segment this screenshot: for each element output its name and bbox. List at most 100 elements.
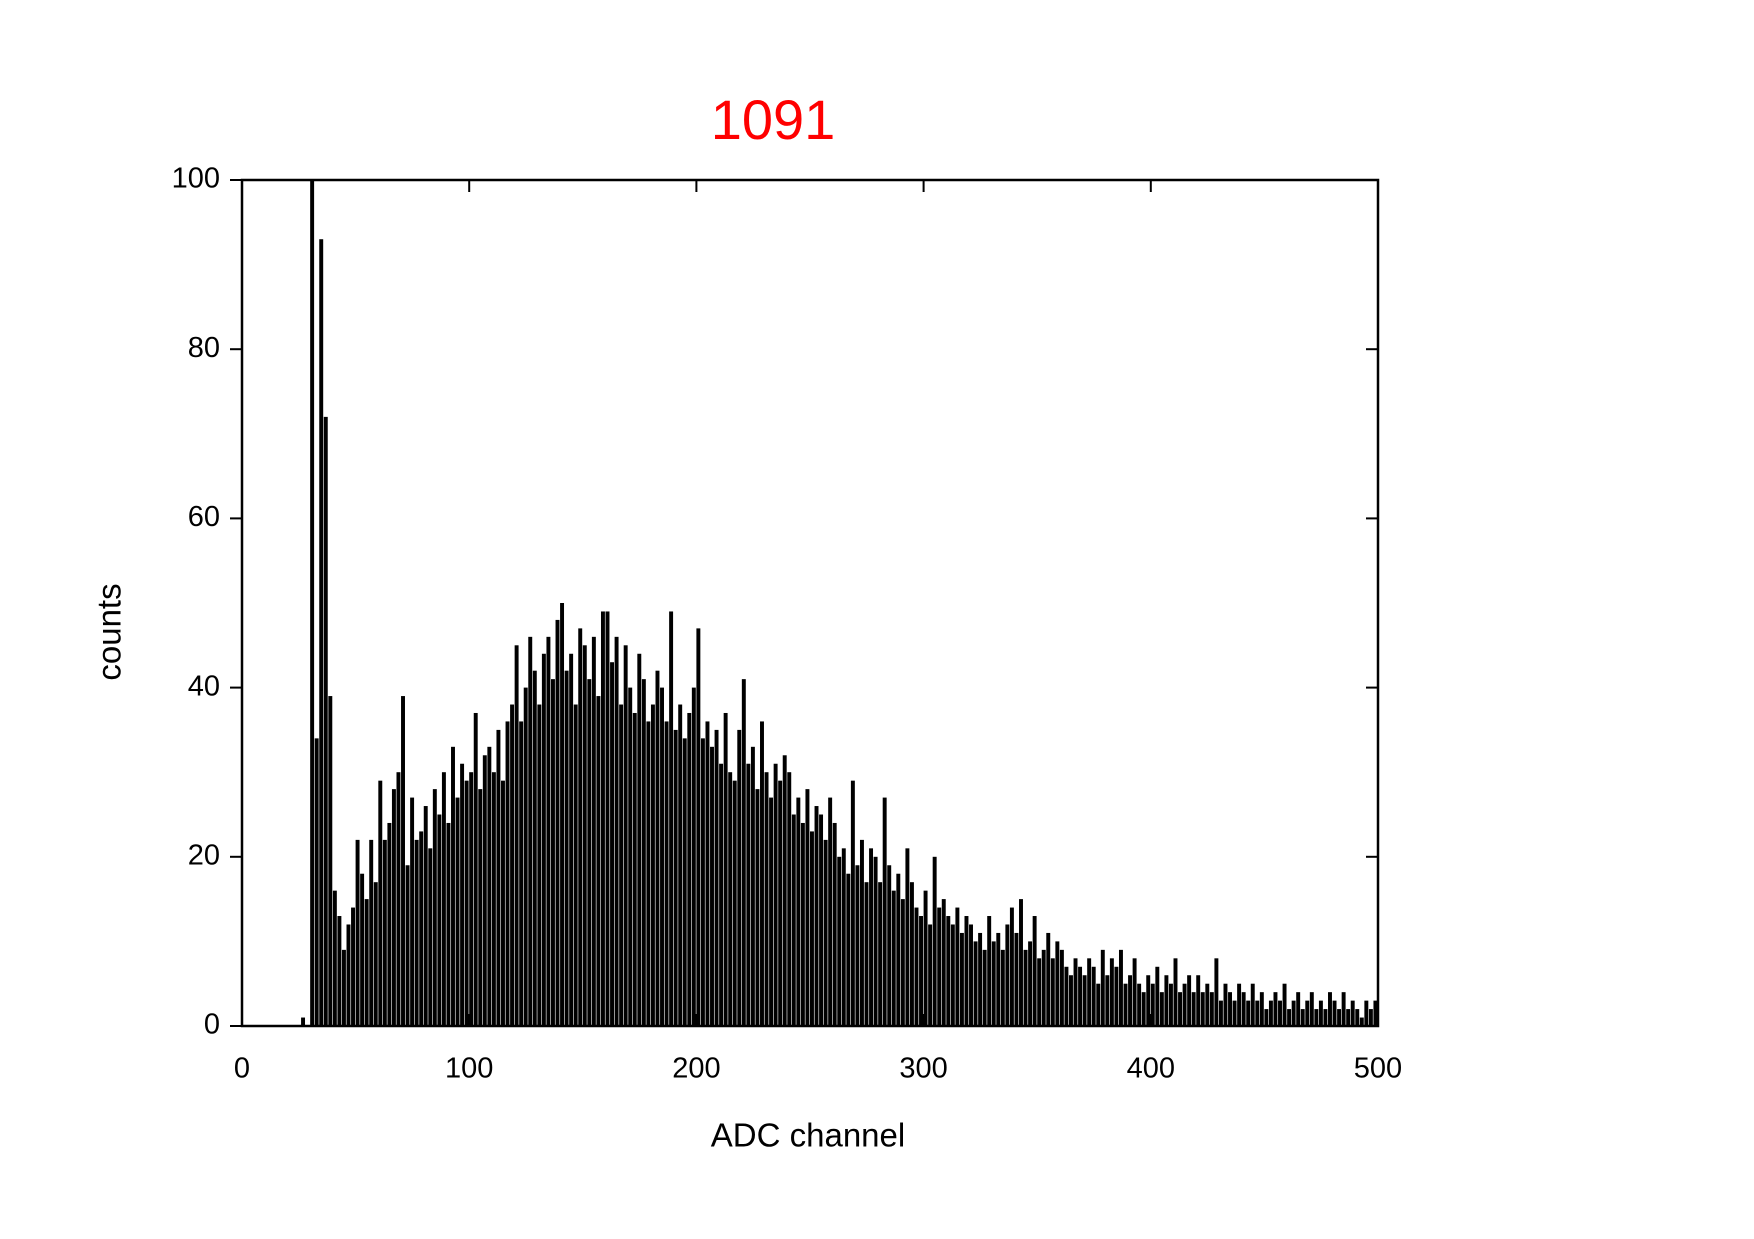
bar [941, 899, 946, 1026]
bar [1118, 949, 1123, 1026]
bar [1332, 1000, 1337, 1026]
bar [937, 907, 942, 1026]
bar [428, 848, 433, 1026]
bar [800, 822, 805, 1026]
bar [973, 941, 978, 1026]
bar [387, 822, 392, 1026]
bar [1268, 1000, 1273, 1026]
bar [810, 831, 814, 1026]
bar [778, 780, 783, 1026]
bar [496, 729, 501, 1026]
bar [591, 636, 596, 1026]
bar [764, 772, 769, 1026]
bar [887, 865, 892, 1026]
bar [351, 907, 355, 1026]
ticks: 0 100 200 300 400 500 0 20 40 60 80 100 [172, 163, 1403, 1085]
bar [678, 704, 683, 1026]
bar [328, 696, 333, 1026]
bar [823, 839, 828, 1026]
bar [719, 763, 724, 1026]
bar [532, 670, 537, 1026]
bar [1078, 966, 1083, 1026]
x-tick-label: 300 [899, 1053, 947, 1085]
bar [691, 687, 696, 1026]
bar [909, 882, 914, 1026]
bar [700, 738, 705, 1026]
bar [1318, 1000, 1323, 1026]
bar [519, 721, 524, 1026]
bar [646, 721, 651, 1026]
bar [460, 763, 465, 1026]
bar [396, 772, 401, 1026]
bar [1114, 966, 1119, 1026]
bar [946, 916, 951, 1026]
bar [1250, 983, 1255, 1026]
bar [1259, 992, 1264, 1026]
bar [360, 873, 365, 1026]
bar [773, 763, 778, 1026]
y-tick-label: 40 [188, 670, 220, 702]
bar [987, 916, 992, 1026]
bar [1091, 966, 1096, 1026]
bar [1264, 1009, 1269, 1026]
bar [641, 679, 646, 1026]
bar [728, 772, 733, 1026]
bar [859, 839, 864, 1026]
bar [614, 636, 619, 1026]
bar [1314, 1009, 1319, 1026]
y-axis-label: counts [91, 583, 128, 680]
bar [501, 780, 505, 1026]
bar [378, 780, 383, 1026]
bar [1187, 975, 1192, 1026]
bar [769, 797, 774, 1026]
x-tick-label: 200 [672, 1053, 720, 1085]
bar [1191, 992, 1196, 1026]
bar [669, 611, 674, 1026]
bar [850, 780, 855, 1026]
bar [1237, 983, 1242, 1026]
bar [1205, 983, 1210, 1026]
x-tick-label: 100 [445, 1053, 493, 1085]
bar [1214, 958, 1219, 1026]
bar [1100, 949, 1105, 1026]
x-tick-label: 400 [1127, 1053, 1175, 1085]
bar [1300, 1009, 1305, 1026]
bar [746, 763, 751, 1026]
bar [341, 949, 346, 1026]
bar [805, 789, 810, 1026]
bar [346, 924, 351, 1026]
bar [673, 729, 678, 1026]
bar [478, 789, 483, 1026]
bar [1050, 958, 1055, 1026]
bar [882, 797, 887, 1026]
bar [869, 848, 874, 1026]
bar [564, 670, 569, 1026]
bar [914, 907, 919, 1026]
bar [969, 924, 973, 1026]
bar [1146, 975, 1151, 1026]
bar [578, 628, 583, 1026]
bar [1282, 983, 1287, 1026]
bar [1309, 992, 1314, 1026]
bar [932, 856, 937, 1026]
bar [1168, 983, 1173, 1026]
bar [1000, 949, 1005, 1026]
bar [796, 797, 801, 1026]
bar [737, 729, 742, 1026]
bar [1019, 899, 1023, 1026]
bar [1141, 992, 1146, 1026]
bar [582, 645, 587, 1026]
plot-frame [240, 178, 1380, 1028]
bar [837, 856, 842, 1026]
bar [878, 882, 883, 1026]
bar [1218, 1000, 1223, 1026]
bar [632, 712, 637, 1026]
bar [1096, 983, 1101, 1026]
bar [1009, 907, 1014, 1026]
bar [1346, 1009, 1351, 1026]
y-tick-label: 60 [188, 501, 220, 533]
bar [787, 772, 792, 1026]
bar [828, 797, 833, 1026]
bar [1341, 992, 1346, 1026]
bar [950, 924, 955, 1026]
